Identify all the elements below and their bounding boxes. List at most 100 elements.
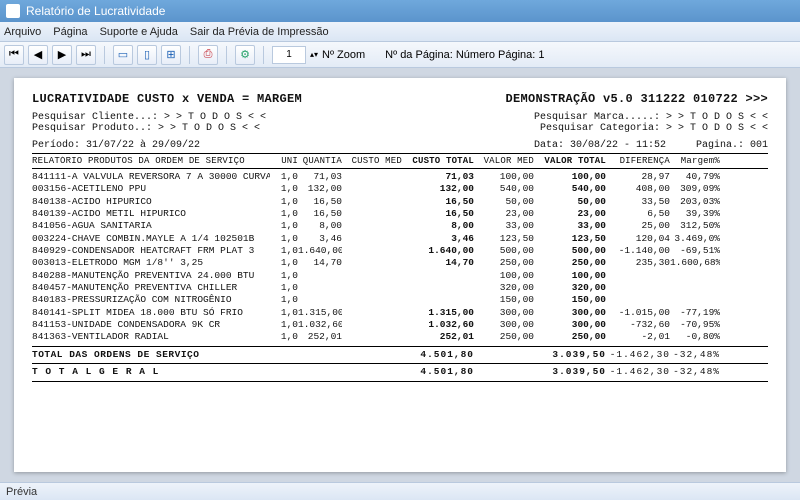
cell-uni: 1,0 xyxy=(270,331,298,343)
total-ordens-diff: -1.462,30 xyxy=(606,349,670,361)
prev-page-button[interactable]: ◀ xyxy=(28,45,48,65)
cell-vtot: 23,00 xyxy=(534,208,606,220)
print-button[interactable]: ⎙ xyxy=(198,45,218,65)
next-page-button[interactable]: ▶ xyxy=(52,45,72,65)
cell-uni: 1,0 xyxy=(270,245,298,257)
cell-desc: 840138-ACIDO HIPURICO xyxy=(32,196,270,208)
cell-diff: 28,97 xyxy=(606,171,670,183)
cell-uni: 1,0 xyxy=(270,208,298,220)
layout-button-2[interactable]: ▯ xyxy=(137,45,157,65)
cell-cmed xyxy=(342,282,402,294)
cell-vtot: 300,00 xyxy=(534,307,606,319)
cell-vmed: 50,00 xyxy=(474,196,534,208)
cell-vtot: 540,00 xyxy=(534,183,606,195)
menu-arquivo[interactable]: Arquivo xyxy=(4,26,41,38)
cell-qt: 1.315,00 xyxy=(298,307,342,319)
table-row: 840138-ACIDO HIPURICO1,016,5016,5050,005… xyxy=(32,196,768,208)
last-page-button[interactable]: ⏭ xyxy=(76,45,96,65)
cell-marg: -70,95% xyxy=(670,319,720,331)
cell-cmed xyxy=(342,233,402,245)
cell-vmed: 300,00 xyxy=(474,319,534,331)
cell-vmed: 33,00 xyxy=(474,220,534,232)
cell-diff: -732,60 xyxy=(606,319,670,331)
cell-qt: 14,70 xyxy=(298,257,342,269)
toolbar: ⏮ ◀ ▶ ⏭ ▭ ▯ ⊞ ⎙ ⚙ ▴▾ Nº Zoom Nº da Págin… xyxy=(0,42,800,68)
cell-desc: 003013-ELETRODO MGM 1/8'' 3,25 xyxy=(32,257,270,269)
cell-vmed: 320,00 xyxy=(474,282,534,294)
cell-qt: 16,50 xyxy=(298,208,342,220)
pagina-label: Pagina.: 001 xyxy=(696,140,768,151)
cell-vtot: 250,00 xyxy=(534,257,606,269)
cell-qt xyxy=(298,282,342,294)
report-sheet: LUCRATIVIDADE CUSTO x VENDA = MARGEM DEM… xyxy=(14,78,786,472)
cell-qt: 71,03 xyxy=(298,171,342,183)
table-row: 003013-ELETRODO MGM 1/8'' 3,251,014,7014… xyxy=(32,257,768,269)
toolbar-separator xyxy=(263,46,264,64)
cell-uni: 1,0 xyxy=(270,294,298,306)
cell-ctot: 1.640,00 xyxy=(402,245,474,257)
cell-marg: -69,51% xyxy=(670,245,720,257)
cell-qt: 3,46 xyxy=(298,233,342,245)
cell-qt: 132,00 xyxy=(298,183,342,195)
cell-cmed xyxy=(342,196,402,208)
cell-ctot: 14,70 xyxy=(402,257,474,269)
col-uni: UNI xyxy=(270,156,298,166)
table-row: 841153-UNIDADE CONDENSADORA 9K CR1,01.03… xyxy=(32,319,768,331)
cell-cmed xyxy=(342,294,402,306)
menubar: Arquivo Página Suporte e Ajuda Sair da P… xyxy=(0,22,800,42)
cell-uni: 1,0 xyxy=(270,307,298,319)
cell-qt: 8,00 xyxy=(298,220,342,232)
cell-desc: 840141-SPLIT MIDEA 18.000 BTU SÓ FRIO xyxy=(32,307,270,319)
cell-cmed xyxy=(342,220,402,232)
cell-marg: 39,39% xyxy=(670,208,720,220)
menu-suporte[interactable]: Suporte e Ajuda xyxy=(100,26,178,38)
zoom-stepper-icon[interactable]: ▴▾ xyxy=(310,50,318,59)
zoom-input[interactable] xyxy=(272,46,306,64)
col-ctot: CUSTO TOTAL xyxy=(402,156,474,166)
table-row: 840929-CONDENSADOR HEATCRAFT FRM PLAT 31… xyxy=(32,245,768,257)
cell-marg: 312,50% xyxy=(670,220,720,232)
cell-diff: 33,50 xyxy=(606,196,670,208)
cell-desc: 840139-ACIDO METIL HIPURICO xyxy=(32,208,270,220)
cell-cmed xyxy=(342,319,402,331)
cell-diff xyxy=(606,282,670,294)
menu-sair[interactable]: Sair da Prévia de Impressão xyxy=(190,26,329,38)
layout-button-1[interactable]: ▭ xyxy=(113,45,133,65)
cell-marg: 309,09% xyxy=(670,183,720,195)
settings-button[interactable]: ⚙ xyxy=(235,45,255,65)
cell-vtot: 250,00 xyxy=(534,331,606,343)
col-diff: DIFERENÇA xyxy=(606,156,670,166)
layout-button-3[interactable]: ⊞ xyxy=(161,45,181,65)
cell-ctot: 8,00 xyxy=(402,220,474,232)
col-vtot: VALOR TOTAL xyxy=(534,156,606,166)
table-row: 003224-CHAVE COMBIN.MAYLE A 1/4 102501B1… xyxy=(32,233,768,245)
cell-uni: 1,0 xyxy=(270,233,298,245)
menu-pagina[interactable]: Página xyxy=(53,26,87,38)
cell-desc: 841056-AGUA SANITARIA xyxy=(32,220,270,232)
cell-qt: 252,01 xyxy=(298,331,342,343)
cell-marg xyxy=(670,294,720,306)
col-cmed: CUSTO MED xyxy=(342,156,402,166)
cell-vmed: 150,00 xyxy=(474,294,534,306)
cell-vtot: 320,00 xyxy=(534,282,606,294)
cell-cmed xyxy=(342,171,402,183)
cell-cmed xyxy=(342,245,402,257)
col-marg: Margem% xyxy=(670,156,720,166)
cell-qt: 16,50 xyxy=(298,196,342,208)
cell-vtot: 300,00 xyxy=(534,319,606,331)
cell-ctot: 3,46 xyxy=(402,233,474,245)
cell-qt xyxy=(298,270,342,282)
cell-marg: -0,80% xyxy=(670,331,720,343)
table-row: 840288-MANUTENÇÃO PREVENTIVA 24.000 BTU1… xyxy=(32,270,768,282)
cell-marg: 3.469,0% xyxy=(670,233,720,245)
status-text: Prévia xyxy=(6,486,37,498)
cell-vmed: 300,00 xyxy=(474,307,534,319)
data-label: Data: 30/08/22 - 11:52 xyxy=(534,140,666,151)
cell-vmed: 100,00 xyxy=(474,171,534,183)
zoom-control: ▴▾ Nº Zoom xyxy=(272,46,365,64)
cell-desc: 003224-CHAVE COMBIN.MAYLE A 1/4 102501B xyxy=(32,233,270,245)
cell-desc: 841153-UNIDADE CONDENSADORA 9K CR xyxy=(32,319,270,331)
cell-vtot: 100,00 xyxy=(534,270,606,282)
first-page-button[interactable]: ⏮ xyxy=(4,45,24,65)
cell-diff xyxy=(606,270,670,282)
